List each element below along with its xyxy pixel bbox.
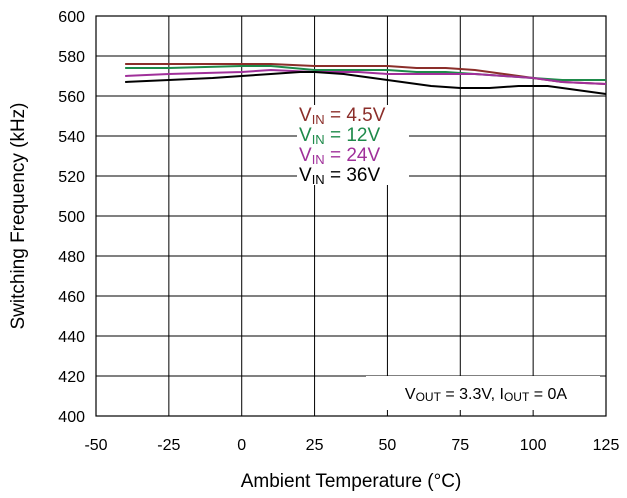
y-tick-label: 460 [58,289,85,306]
x-tick-label: 100 [520,437,547,454]
legend-entry-bg [297,105,409,125]
plot-frame [95,15,607,417]
y-tick-label: 440 [58,329,85,346]
y-axis-title: Switching Frequency (kHz) [8,102,29,329]
x-tick-label: 25 [306,437,324,454]
legend-entry-4: VIN = 36V [299,165,380,187]
x-tick-label: 50 [379,437,397,454]
legend-entry-2: VIN = 12V [299,125,380,147]
y-tick-labels: 400 420 440 460 480 500 520 540 560 580 600 [58,9,85,426]
x-tick-label: -25 [157,437,180,454]
y-tick-label: 420 [58,369,85,386]
y-tick-label: 580 [58,49,85,66]
series-line-3 [125,69,607,85]
series-line-4 [125,71,607,95]
x-tick-label: 125 [593,437,620,454]
x-axis-title: Ambient Temperature (°C) [241,471,462,492]
test-conditions-annotation: VOUT = 3.3V, IOUT = 0A [405,386,568,404]
y-tick-label: 600 [58,9,85,26]
y-tick-label: 540 [58,129,85,146]
grid-lines [96,16,606,416]
legend-entry-bg [297,125,409,145]
legend-entry-1: VIN = 4.5V [299,105,386,127]
x-tick-label: 75 [451,437,469,454]
legend-entry-3: VIN = 24V [299,145,380,167]
y-tick-label: 520 [58,169,85,186]
y-tick-label: 500 [58,209,85,226]
x-tick-label: -50 [84,437,107,454]
annotation-box [366,376,600,410]
x-tick-label: 0 [237,437,246,454]
y-tick-label: 400 [58,409,85,426]
legend-entry-bg [297,165,409,185]
y-tick-label: 480 [58,249,85,266]
y-tick-label: 560 [58,89,85,106]
x-tick-labels: -50 -25 0 25 50 75 100 125 [84,437,619,454]
legend-entry-bg [297,145,409,165]
series-lines [125,63,607,95]
